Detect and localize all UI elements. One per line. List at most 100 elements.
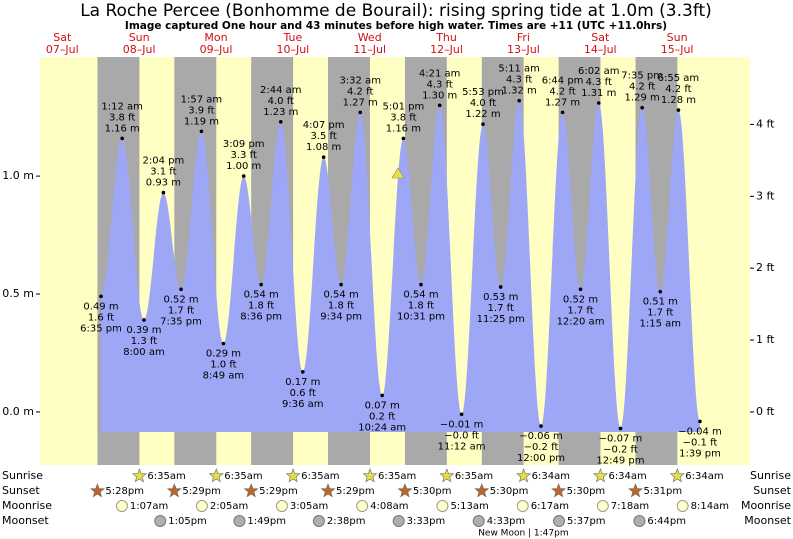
tide-point [161, 190, 166, 195]
y-tick-label: 0.0 m [2, 405, 34, 418]
time-label: 5:53 pm [462, 87, 504, 98]
row-time: 5:30pm [490, 486, 529, 497]
feet-label: 4.2 ft [549, 86, 575, 97]
row-time: 6:34am [608, 471, 646, 482]
feet-label: 1.3 ft [131, 336, 157, 347]
tide-point [481, 122, 485, 127]
row-time: 2:05am [210, 501, 248, 512]
y2-tick-label: 3 ft [756, 189, 775, 202]
time-label: 1:57 am [181, 94, 223, 105]
time-label: 1:12 am [101, 101, 143, 112]
star-icon [397, 483, 413, 498]
day-name: Sun [129, 31, 150, 44]
star-icon [474, 483, 490, 498]
row-time: 1:05pm [168, 516, 207, 527]
tide-point [380, 393, 384, 398]
row-time: 5:29pm [182, 486, 221, 497]
tide-point [99, 294, 103, 299]
moonrise-icon [275, 500, 288, 512]
feet-label: 1.7 ft [168, 305, 194, 316]
height-label: 0.17 m [285, 377, 320, 388]
time-label: 8:00 am [123, 347, 165, 358]
row-time: 6:34am [532, 471, 570, 482]
tide-point [517, 98, 521, 103]
tide-point [179, 287, 183, 292]
day-date: 13–Jul [507, 43, 540, 56]
moonset-icon [552, 515, 565, 527]
feet-label: 3.5 ft [310, 131, 336, 142]
day-date: 12–Jul [430, 43, 463, 56]
row-time: 5:29pm [259, 486, 298, 497]
day-date: 14–Jul [584, 43, 617, 56]
tide-point [459, 412, 464, 417]
height-label: 1.16 m [386, 123, 421, 134]
height-label: −0.01 m [440, 419, 484, 430]
height-label: 1.08 m [306, 142, 341, 153]
time-label: 5:11 am [498, 64, 540, 75]
tide-point [596, 101, 601, 105]
row-time: 5:31pm [644, 486, 683, 497]
moon-phase: New Moon | 1:47pm [478, 529, 568, 539]
row-time: 4:33pm [487, 516, 526, 527]
tide-point [618, 426, 623, 431]
now-marker [391, 167, 405, 179]
feet-label: 4.2 ft [629, 82, 655, 93]
height-label: 0.39 m [126, 325, 161, 336]
y2-tick-label: 2 ft [756, 261, 775, 274]
row-time: 6:44pm [647, 516, 686, 527]
row-label-right: Moonrise [741, 499, 791, 512]
height-label: 0.51 m [643, 297, 678, 308]
moonrise-icon [516, 500, 529, 512]
star-icon [89, 483, 105, 498]
feet-label: 1.7 ft [488, 303, 514, 314]
time-label: 2:04 pm [143, 156, 185, 167]
height-label: 1.31 m [581, 88, 616, 99]
feet-label: 1.7 ft [647, 308, 673, 319]
day-name: Fri [517, 31, 530, 44]
row-time: 5:29pm [336, 486, 375, 497]
row-time: 7:18am [611, 501, 649, 512]
row-time: 5:28pm [105, 486, 144, 497]
feet-label: −0.0 ft [444, 430, 479, 441]
tide-point [698, 419, 702, 424]
star-icon [362, 468, 378, 483]
feet-label: 1.8 ft [328, 301, 354, 312]
time-label: 4:07 pm [303, 120, 345, 131]
feet-label: 3.9 ft [188, 105, 214, 116]
row-time: 6:35am [455, 471, 493, 482]
moonrise-icon [596, 500, 609, 512]
height-label: 1.00 m [226, 161, 261, 172]
time-label: 8:49 am [203, 371, 245, 382]
row-label: Sunrise [2, 469, 43, 482]
day-name: Wed [358, 31, 382, 44]
moonset-icon [233, 515, 246, 527]
star-icon [592, 468, 608, 483]
day-date: 15–Jul [661, 43, 694, 56]
time-label: 8:36 pm [240, 312, 282, 323]
chart-title: La Roche Percee (Bonhomme de Bourail): r… [80, 1, 712, 21]
feet-label: 3.1 ft [150, 167, 176, 178]
tide-point [401, 136, 406, 141]
feet-label: −0.2 ft [524, 442, 559, 453]
feet-label: 3.8 ft [109, 112, 135, 123]
moonset-icon [392, 515, 405, 527]
height-label: 1.19 m [184, 116, 219, 127]
tide-point [578, 287, 583, 292]
tide-point [199, 129, 204, 134]
moonset-icon [633, 515, 646, 527]
height-label: 1.30 m [422, 90, 457, 101]
height-label: 1.27 m [343, 97, 378, 108]
feet-label: 0.2 ft [369, 411, 395, 422]
feet-label: 1.0 ft [210, 360, 236, 371]
feet-label: −0.1 ft [683, 437, 718, 448]
height-label: 0.49 m [83, 301, 118, 312]
time-label: 4:21 am [419, 68, 461, 79]
height-label: 1.29 m [625, 93, 660, 104]
row-time: 6:17am [531, 501, 569, 512]
star-icon [166, 483, 182, 498]
tide-point [142, 318, 146, 322]
day-date: 10–Jul [276, 43, 309, 56]
feet-label: 4.3 ft [426, 79, 452, 90]
day-name: Sat [591, 31, 610, 44]
moonrise-icon [195, 500, 208, 512]
